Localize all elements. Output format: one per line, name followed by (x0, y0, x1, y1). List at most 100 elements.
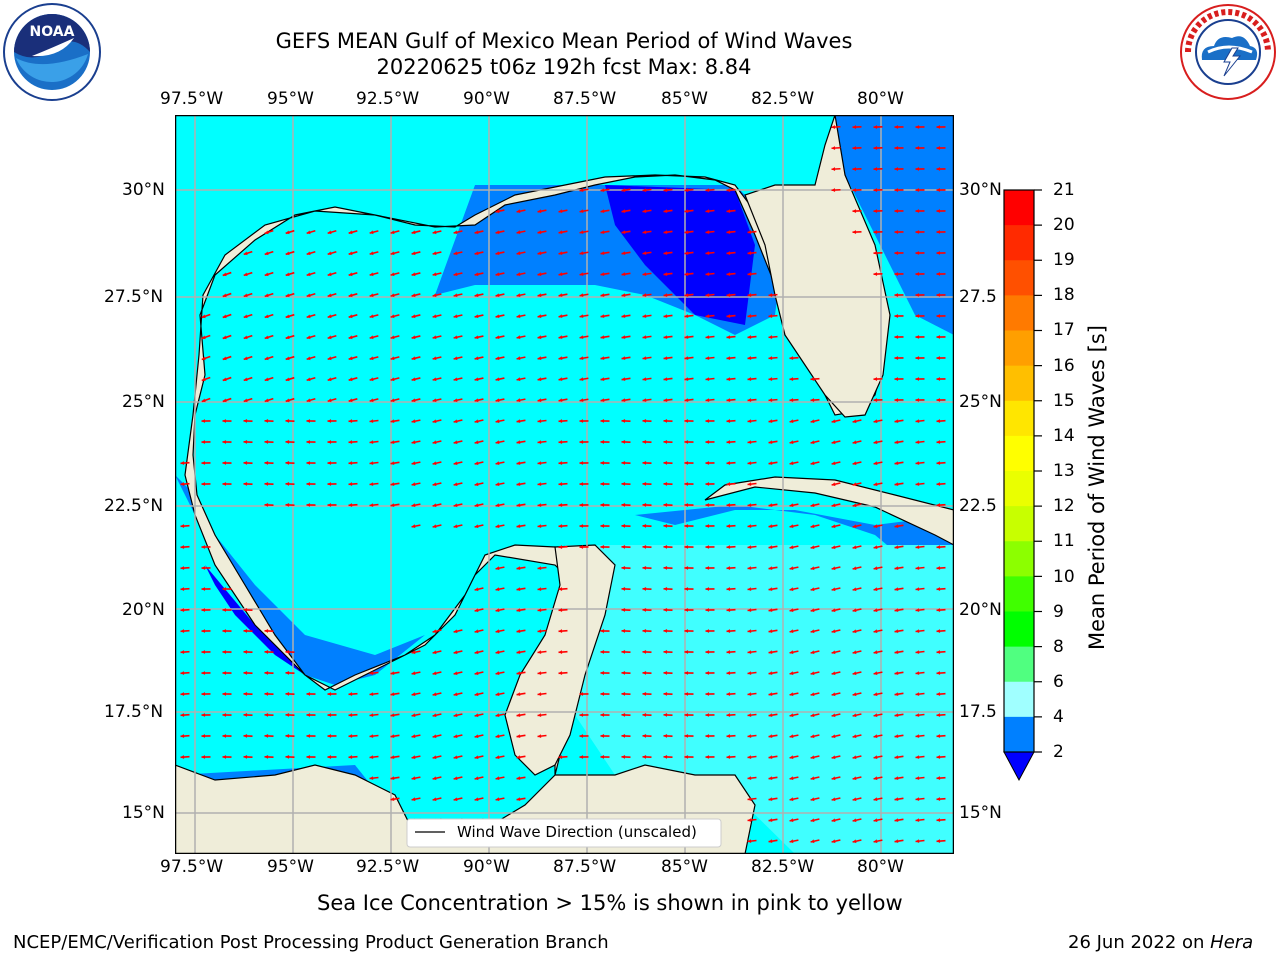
wave-arrow-head (264, 251, 269, 256)
wave-arrow-head (432, 356, 437, 361)
wave-arrow-head (180, 524, 185, 528)
wave-arrow-head (726, 713, 731, 717)
wave-arrow-head (768, 335, 773, 339)
wave-arrow-head (621, 335, 626, 340)
wave-arrow-head (663, 377, 668, 382)
wave-arrow-head (600, 230, 605, 235)
wave-arrow-head (369, 713, 374, 718)
wave-arrow-head (453, 377, 458, 382)
wave-arrow-head (873, 818, 878, 823)
colorbar-tick: 11 (1053, 531, 1075, 551)
wave-arrow-head (747, 440, 752, 445)
wave-arrow-head (936, 629, 941, 633)
wave-arrow-head (915, 650, 920, 655)
wave-arrow-head (558, 524, 563, 528)
colorbar-cell (1004, 541, 1034, 577)
wave-arrow-head (705, 524, 710, 528)
wave-arrow-head (411, 251, 416, 256)
wave-arrow-head (936, 566, 941, 570)
wave-arrow-head (579, 482, 584, 486)
wave-arrow-head (390, 398, 395, 403)
wave-arrow-head (936, 545, 941, 549)
wave-arrow-head (495, 335, 500, 340)
lat-tick: 20°N (122, 600, 165, 620)
wave-arrow-head (579, 335, 584, 340)
wave-arrow-head (726, 209, 731, 214)
wave-arrow-head (621, 671, 626, 675)
wave-arrow-head (579, 272, 584, 277)
wave-arrow-head (495, 503, 500, 508)
wave-arrow-head (852, 524, 857, 529)
colorbar-cell (1004, 716, 1034, 752)
wave-arrow-head (789, 377, 794, 381)
wave-arrow-head (579, 251, 584, 256)
wave-arrow-head (684, 650, 689, 654)
land-mainland (175, 115, 954, 854)
colorbar-tick: 8 (1053, 637, 1064, 657)
wave-arrow-head (936, 734, 941, 738)
lat-tick: 17.5 (959, 702, 997, 722)
wave-arrow-head (663, 440, 668, 444)
wave-arrow-head (726, 503, 731, 507)
wave-arrow-head (810, 503, 815, 508)
wave-arrow-head (726, 293, 731, 298)
wave-arrow-head (789, 839, 794, 844)
wave-arrow-head (264, 440, 269, 444)
wave-arrow-head (726, 524, 731, 528)
wave-arrow-head (726, 272, 731, 277)
wave-arrow-head (684, 692, 689, 696)
wave-arrow-head (369, 335, 374, 340)
wave-arrow-head (789, 461, 794, 466)
wave-arrow-head (537, 482, 542, 487)
wave-arrow-head (243, 629, 248, 633)
wave-arrow-head (390, 776, 395, 781)
wave-arrow-head (789, 818, 794, 823)
wave-arrow-head (579, 713, 584, 717)
wave-arrow-head (810, 755, 815, 760)
wave-arrow-head (348, 272, 353, 277)
wave-arrow-head (642, 545, 647, 549)
wave-arrow-head (201, 587, 206, 591)
wave-arrow-head (894, 356, 899, 360)
wave-arrow-head (243, 734, 248, 738)
wave-arrow-head (684, 629, 689, 633)
wave-arrow-head (537, 503, 542, 508)
wave-arrow-head (306, 734, 311, 738)
wave-arrow-head (621, 713, 626, 717)
wave-arrow-head (306, 272, 311, 277)
wave-arrow-head (663, 671, 668, 675)
wave-arrow-head (390, 293, 395, 298)
wave-arrow-head (831, 167, 836, 171)
wave-arrow-head (600, 524, 605, 528)
wave-arrow-head (222, 713, 227, 717)
wave-arrow-head (705, 461, 710, 465)
wave-arrow-head (264, 377, 269, 382)
wave-arrow-head (285, 503, 290, 507)
wave-arrow-head (516, 587, 521, 592)
wave-arrow-head (663, 755, 668, 759)
wave-arrow-head (852, 650, 857, 655)
wave-arrow-head (327, 440, 332, 444)
wave-arrow-head (306, 755, 311, 759)
colorbar-tick: 13 (1053, 461, 1075, 481)
wave-arrow-head (579, 293, 584, 298)
wave-arrow-head (369, 398, 374, 403)
wave-arrow-head (600, 440, 605, 444)
wave-arrow-head (873, 440, 878, 445)
wave-arrow-head (222, 293, 227, 298)
wave-arrow-head (852, 482, 857, 487)
wave-arrow-head (936, 314, 941, 318)
wave-arrow-head (432, 314, 437, 319)
wave-arrow-head (516, 314, 521, 319)
wave-arrow-head (684, 482, 689, 486)
wave-arrow-head (327, 314, 332, 319)
wave-arrow-head (243, 419, 248, 423)
wave-arrow-head (600, 272, 605, 277)
wave-arrow-head (831, 440, 836, 445)
wave-arrow-head (936, 608, 941, 612)
wave-arrow-head (873, 188, 878, 192)
wave-arrow-head (936, 356, 941, 360)
lat-tick: 25°N (122, 392, 165, 412)
lon-tick: 80°W (857, 89, 904, 109)
wave-arrow-head (369, 671, 374, 676)
